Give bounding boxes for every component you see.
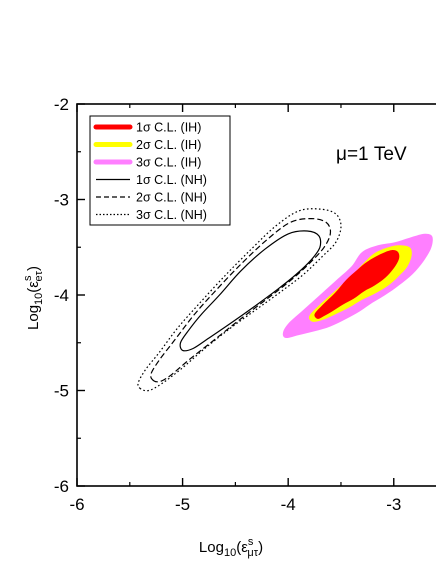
- label-base: 10: [33, 293, 45, 305]
- x-tick-label: -5: [175, 495, 190, 514]
- y-tick-label: -6: [54, 477, 69, 496]
- contour-3-c-l-nh: [137, 208, 342, 392]
- contour-2-c-l-nh: [150, 217, 332, 383]
- label-subscript: eτ: [33, 270, 45, 281]
- label-paren: ): [25, 266, 42, 271]
- label-base: 10: [224, 547, 236, 559]
- label-log: Log: [199, 539, 224, 556]
- label-paren: (: [236, 539, 241, 556]
- legend-label: 2σ C.L. (NH): [136, 191, 207, 205]
- ih-filled-regions: [282, 233, 433, 339]
- y-tick-label: -5: [54, 382, 69, 401]
- axis-ticks: -6 -5 -4 -3 -6 -5 -4 -3 -2: [54, 95, 401, 514]
- nh-contour-lines: [137, 208, 342, 392]
- mu-annotation: μ=1 TeV: [336, 144, 407, 165]
- label-subscript: μτ: [247, 547, 258, 559]
- legend-label: 1σ C.L. (NH): [136, 173, 207, 187]
- legend-label: 2σ C.L. (IH): [136, 138, 201, 152]
- x-tick-label: -6: [69, 495, 84, 514]
- label-paren: (: [25, 288, 42, 293]
- label-epsilon: ε: [241, 539, 248, 556]
- y-tick-label: -4: [54, 286, 69, 305]
- contour-1-c-l-nh: [179, 230, 322, 352]
- legend-label: 3σ C.L. (NH): [136, 208, 207, 222]
- legend-label: 3σ C.L. (IH): [136, 156, 201, 170]
- label-paren: ): [258, 539, 263, 556]
- legend-box: [89, 115, 231, 226]
- y-tick-label: -2: [54, 95, 69, 114]
- y-tick-label: -3: [54, 191, 69, 210]
- label-superscript: s: [248, 536, 254, 548]
- label-epsilon: ε: [25, 281, 42, 288]
- x-axis-label: Log10(εs μτ): [199, 536, 263, 559]
- legend-label: 1σ C.L. (IH): [136, 121, 201, 135]
- label-superscript: s: [22, 275, 34, 281]
- x-tick-label: -3: [386, 495, 401, 514]
- region-1-c-l-ih: [314, 250, 400, 319]
- label-log: Log: [25, 305, 42, 330]
- legend: 1σ C.L. (IH) 2σ C.L. (IH) 3σ C.L. (IH) 1σ C…: [89, 115, 231, 226]
- y-axis-label: Log10(εseτ): [22, 266, 45, 330]
- x-tick-label: -4: [281, 495, 296, 514]
